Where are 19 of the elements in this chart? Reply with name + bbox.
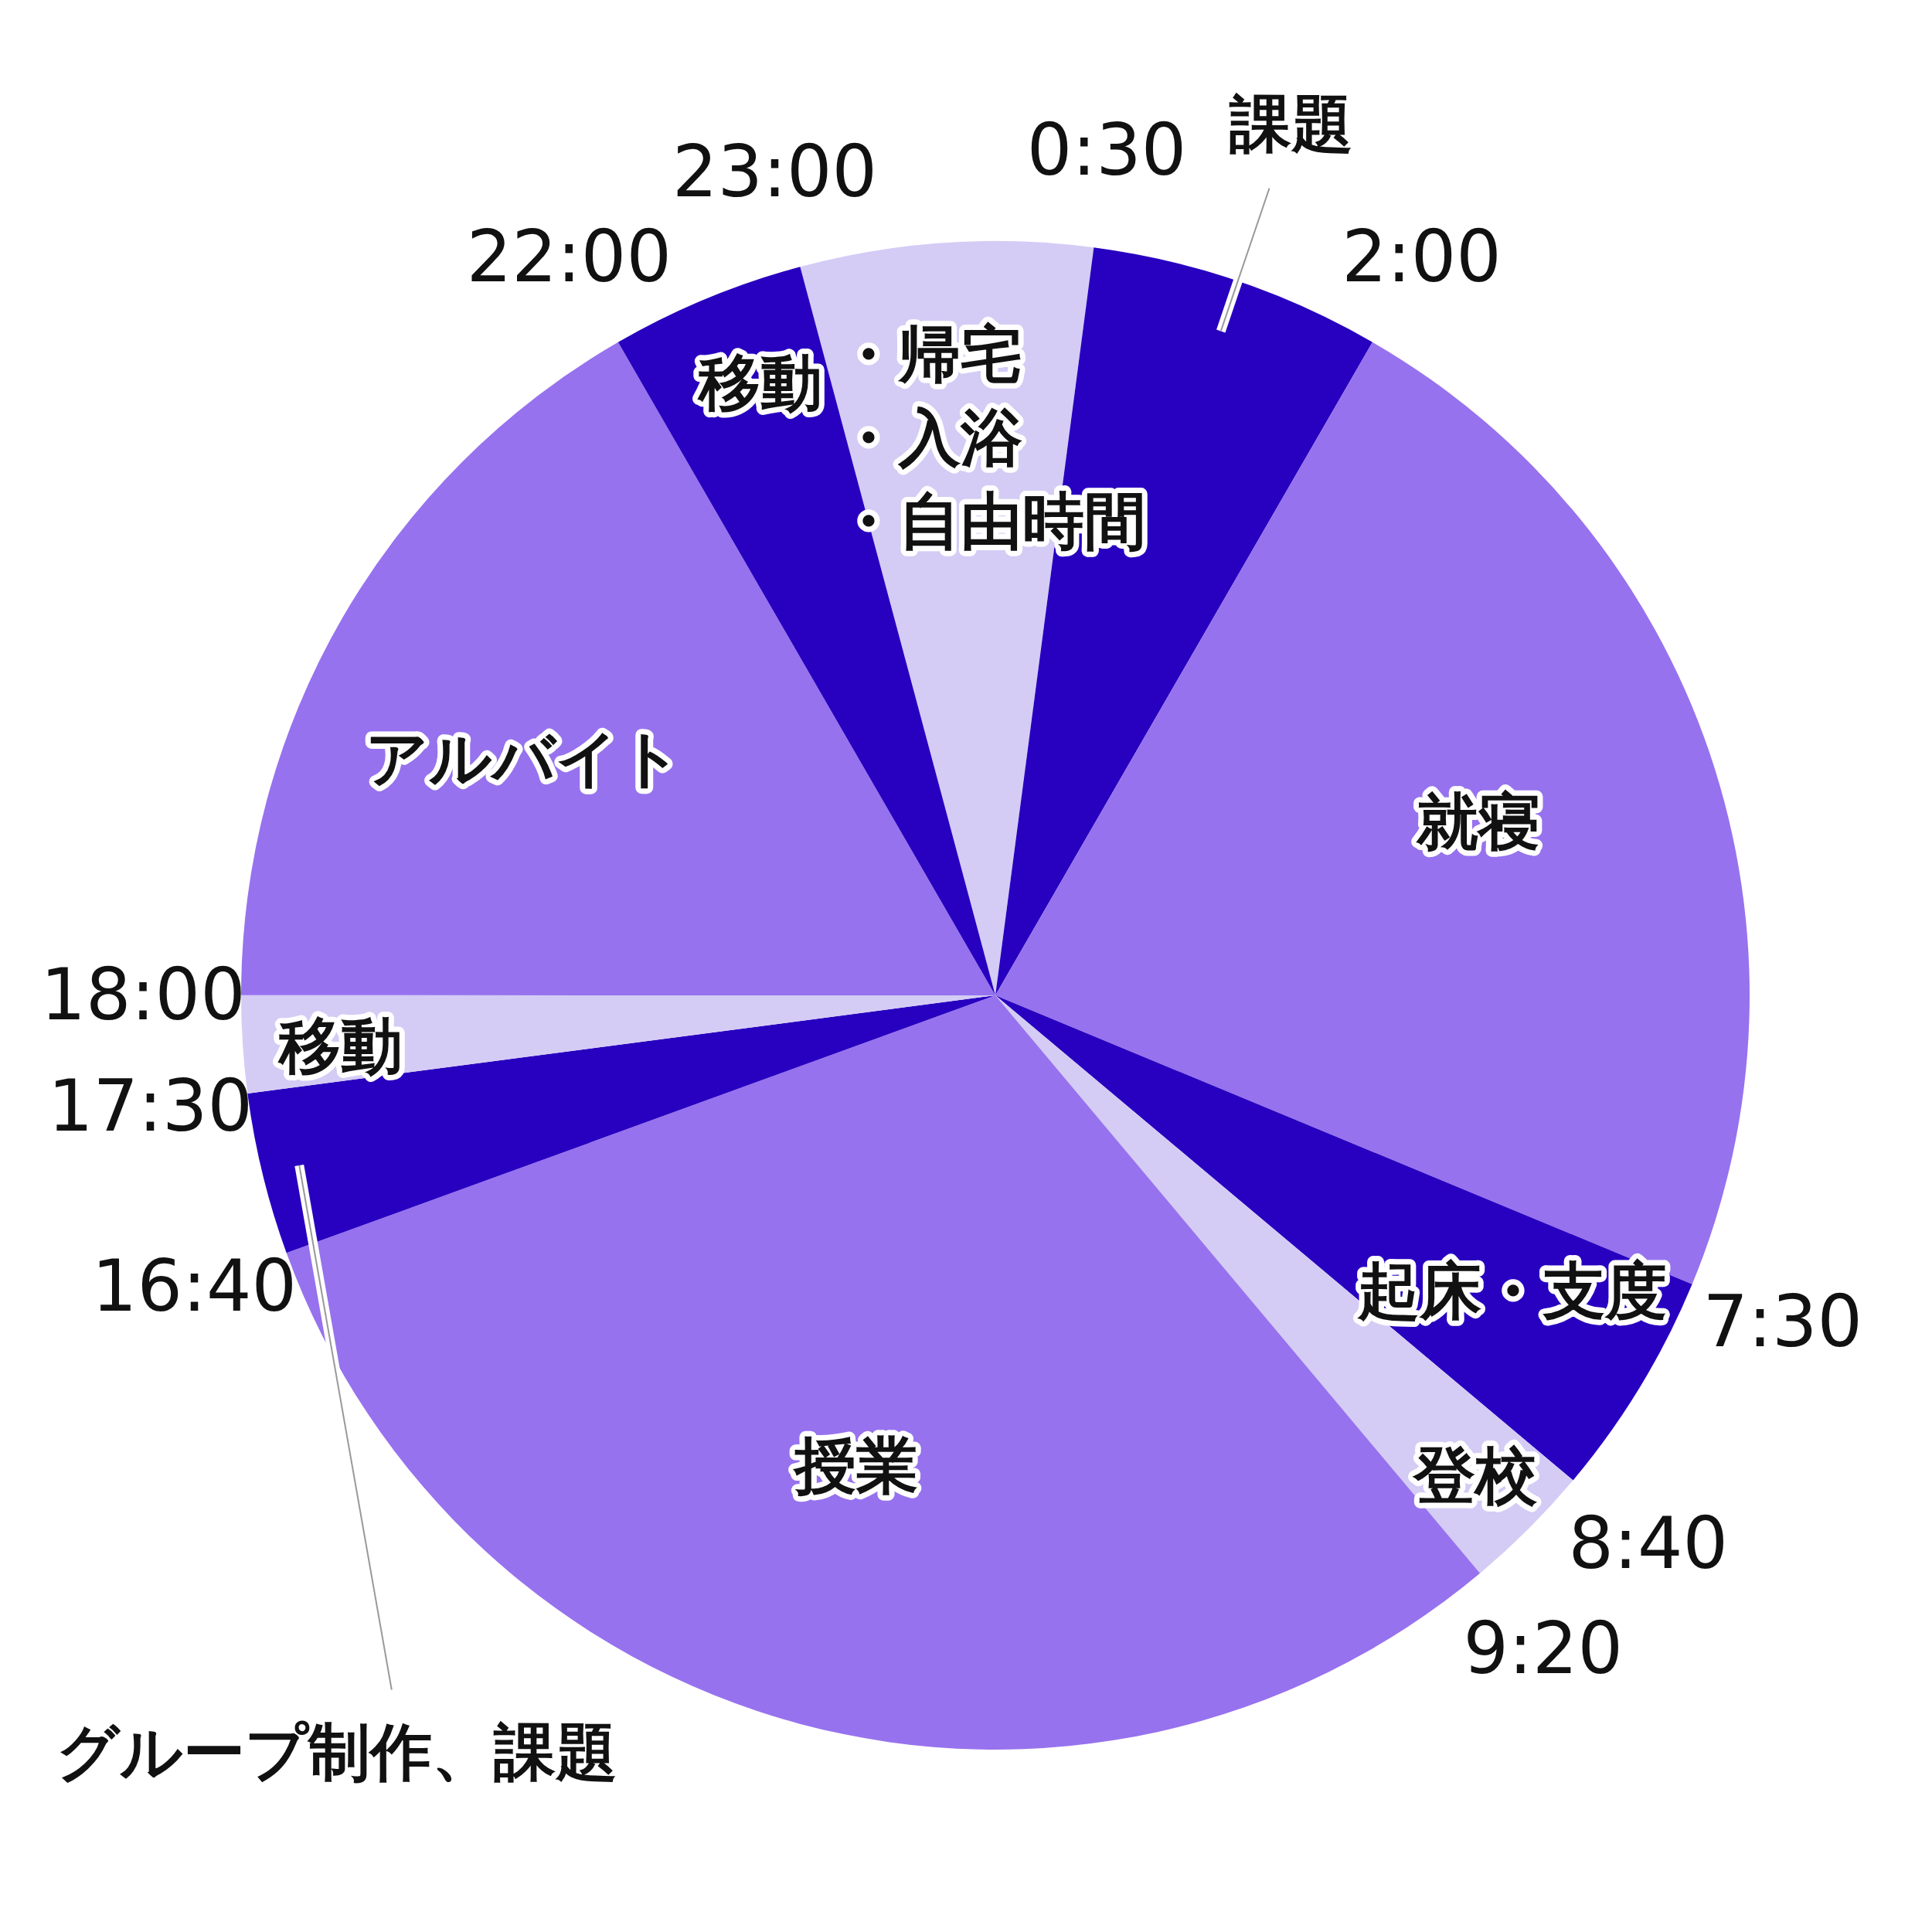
- slice-label: 起床・支度: [1357, 1255, 1668, 1328]
- text: 7:30: [1702, 1280, 1863, 1363]
- slice-label: グループ制作、課題: [56, 1716, 618, 1789]
- text: 9:20: [1463, 1607, 1623, 1690]
- slice-label: 移動: [277, 1010, 403, 1083]
- slice-label: 就寝: [1415, 786, 1540, 859]
- slice-label: 登校: [1411, 1439, 1538, 1512]
- slice-label: 課題: [1228, 87, 1353, 160]
- text: 2:00: [1342, 216, 1502, 299]
- slice-label: 移動: [696, 346, 822, 419]
- text: 17:30: [47, 1065, 253, 1148]
- text: 8:40: [1568, 1502, 1729, 1585]
- text: 18:00: [40, 954, 246, 1037]
- text: 23:00: [672, 131, 878, 214]
- slice-label: 授業: [791, 1429, 918, 1502]
- text: 16:40: [91, 1245, 297, 1328]
- text: 22:00: [466, 216, 672, 299]
- text: 0:30: [1026, 109, 1187, 192]
- slice-label: アルバイト: [365, 722, 682, 794]
